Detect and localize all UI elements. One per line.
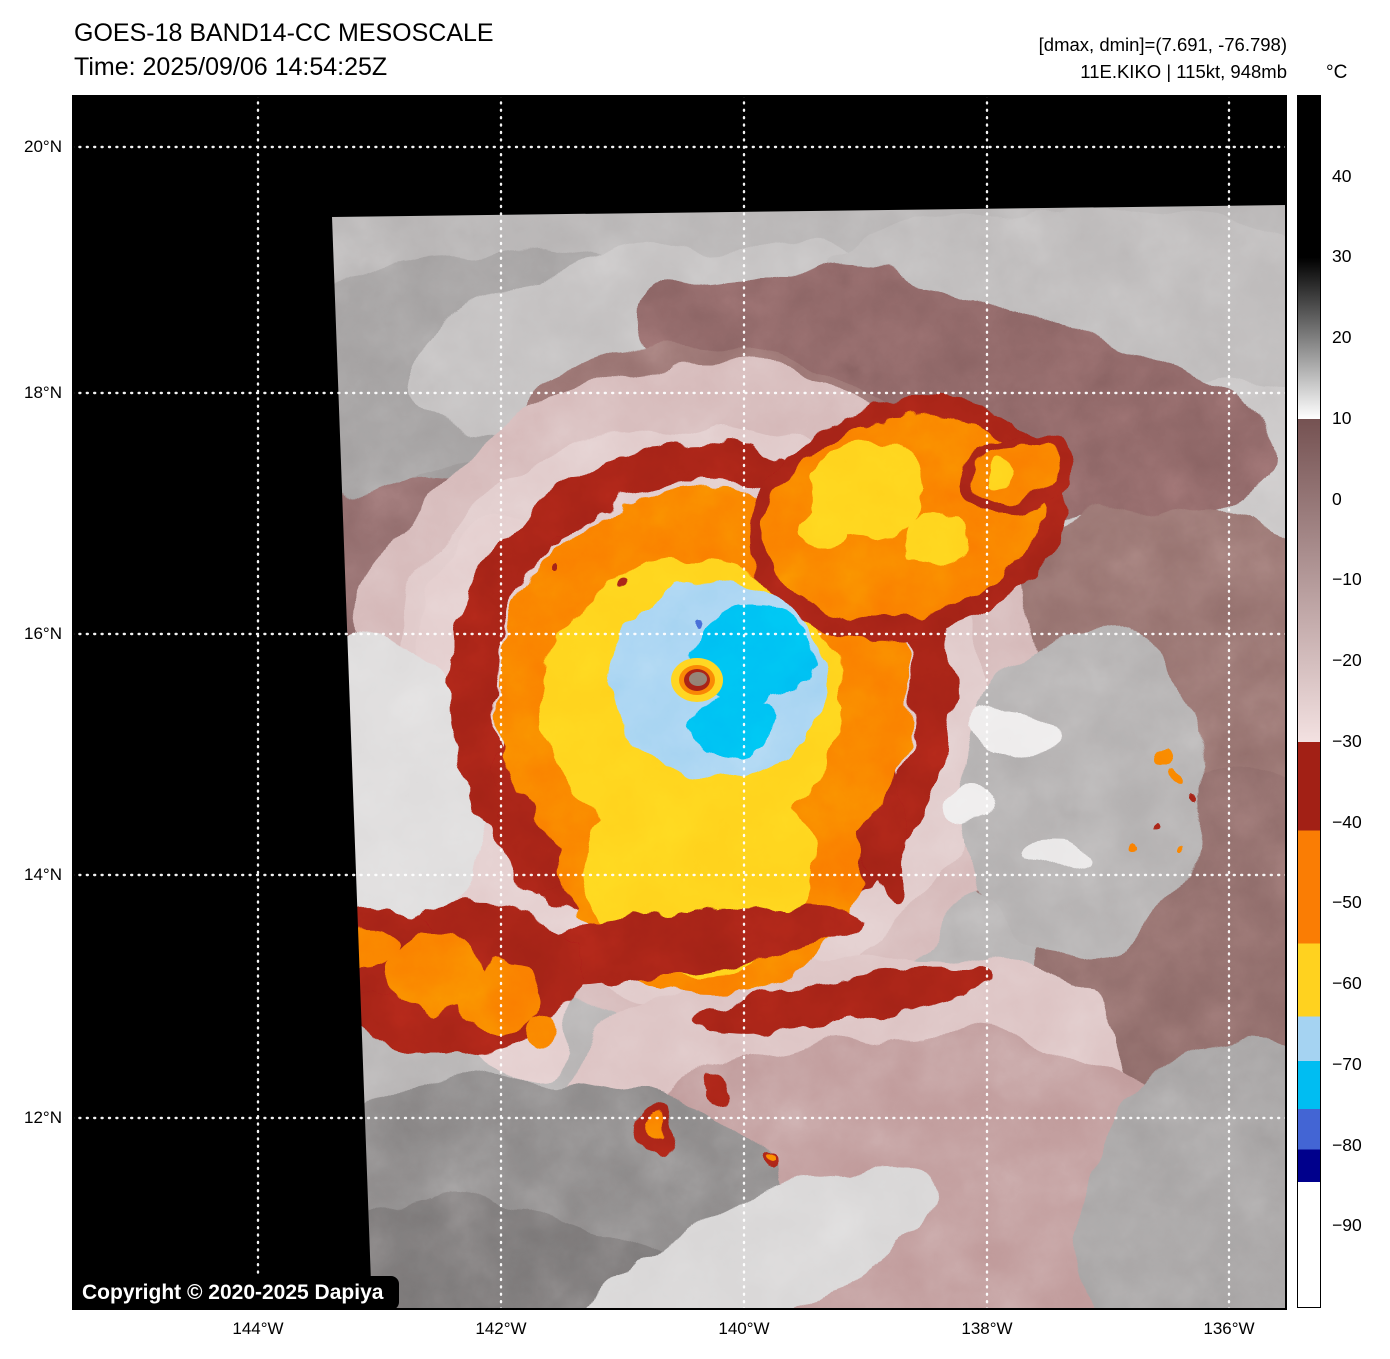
colorbar-tick-label: 0 [1332, 488, 1342, 509]
colorbar-tick-label: −80 [1332, 1134, 1362, 1155]
figure-annotation: [dmax, dmin]=(7.691, -76.798) 11E.KIKO |… [1039, 31, 1287, 85]
lon-tick-label: 138°W [961, 1319, 1013, 1338]
lat-tick-label: 20°N [24, 137, 62, 156]
colorbar-tick-label: −40 [1332, 811, 1362, 832]
figure-title: GOES-18 BAND14-CC MESOSCALE [74, 19, 494, 47]
lon-tick-label: 136°W [1203, 1319, 1255, 1338]
annotation-storm: 11E.KIKO | 115kt, 948mb [1080, 61, 1287, 82]
lon-tick-label: 140°W [718, 1319, 770, 1338]
mesoscale-swath [332, 205, 1287, 1310]
plot-area [72, 95, 1287, 1310]
colorbar-tick-label: 20 [1332, 327, 1352, 348]
satellite-image [72, 95, 1287, 1310]
lon-tick-label: 144°W [232, 1319, 284, 1338]
colorbar [1297, 95, 1321, 1308]
lat-tick-label: 12°N [24, 1108, 62, 1127]
colorbar-tick-label: −90 [1332, 1215, 1362, 1236]
colorbar-tick-label: −10 [1332, 569, 1362, 590]
lon-tick-label: 142°W [475, 1319, 527, 1338]
colorbar-tick-label: −30 [1332, 730, 1362, 751]
colorbar-tick-label: −50 [1332, 892, 1362, 913]
lat-tick-label: 18°N [24, 383, 62, 402]
colorbar-tick-label: −20 [1332, 650, 1362, 671]
cloud-texture-overlay [332, 205, 1287, 1310]
copyright-badge: Copyright © 2020-2025 Dapiya [72, 1276, 400, 1310]
figure-time: Time: 2025/09/06 14:54:25Z [74, 53, 388, 81]
lat-tick-label: 16°N [24, 624, 62, 643]
lat-tick-label: 14°N [24, 865, 62, 884]
colorbar-tick-label: 40 [1332, 165, 1352, 186]
colorbar-tick-label: 10 [1332, 407, 1352, 428]
colorbar-tick-label: −70 [1332, 1053, 1362, 1074]
latlon-gridlines [72, 95, 1287, 1310]
colorbar-tick-label: −60 [1332, 973, 1362, 994]
annotation-dmax-dmin: [dmax, dmin]=(7.691, -76.798) [1038, 34, 1287, 55]
figure-header: GOES-18 BAND14-CC MESOSCALE Time: 2025/0… [74, 16, 494, 84]
colorbar-unit-label: °C [1326, 62, 1348, 83]
colorbar-tick-label: 30 [1332, 246, 1352, 267]
